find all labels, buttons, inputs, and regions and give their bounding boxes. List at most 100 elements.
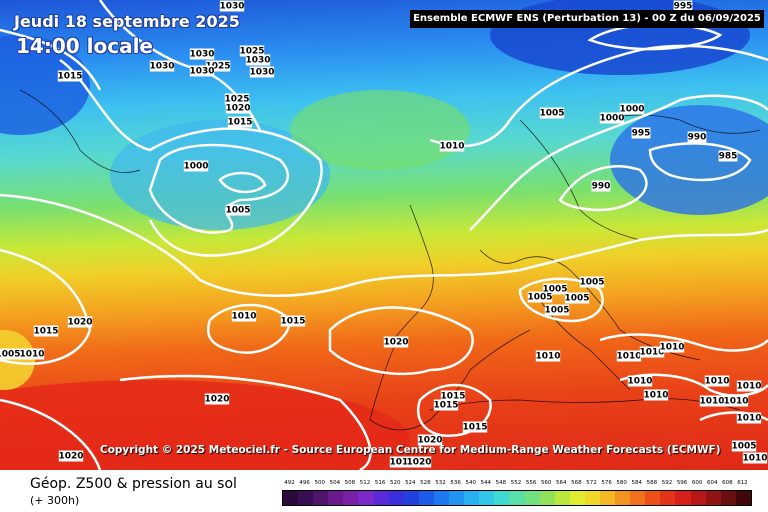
isobar-label: 1005 <box>539 107 565 119</box>
scale-tick-label: 592 <box>661 480 673 486</box>
scale-swatch <box>449 491 465 505</box>
isobar-label-bg <box>225 204 251 216</box>
isobar-label-text: 1005 <box>544 306 569 316</box>
isobar-label-bg <box>249 66 275 78</box>
isobar-label-bg <box>527 291 553 303</box>
isobar-label: 1015 <box>227 116 253 128</box>
isobar-label-text: 1005 <box>539 109 564 119</box>
scale-tick-label: 560 <box>540 480 552 486</box>
isobar-label-bg <box>19 348 45 360</box>
high-zone-south <box>0 380 410 470</box>
isobar-label-text: 1010 <box>699 397 724 407</box>
scale-swatch <box>584 491 600 505</box>
weather-map: 1030 1015 1030 1030 1025 1030 1025 1030 1030 1025… <box>0 0 768 470</box>
scale-tick-label: 492 <box>284 480 295 486</box>
scale-swatch <box>539 491 555 505</box>
isobar-label: 1010 <box>627 375 653 387</box>
isobar-label-bg <box>239 45 265 57</box>
scale-swatch <box>735 491 751 505</box>
isobar-label-text: 1005 <box>527 293 552 303</box>
scale-swatch <box>433 491 450 505</box>
isobar-label: 1010 <box>389 456 415 468</box>
scale-tick-label: 552 <box>510 480 522 486</box>
isobar-label: 1005 <box>542 283 568 295</box>
isobar-label-bg <box>742 452 768 464</box>
isobar-label: 1010 <box>723 395 749 407</box>
isobar-label-text: 1010 <box>439 142 464 152</box>
scale-swatch <box>554 491 570 505</box>
isobar-label-text: 1005 <box>731 442 756 452</box>
scale-swatch <box>705 491 721 505</box>
isobar-label-bg <box>189 65 215 77</box>
coastlines <box>19 89 761 431</box>
isobar-label-bg <box>67 316 93 328</box>
isobar-label: 1010 <box>736 412 762 424</box>
forecast-date: Jeudi 18 septembre 2025 <box>14 12 240 31</box>
isobar-label-bg <box>406 456 432 468</box>
scale-tick-label: 612 <box>737 480 748 486</box>
scale-tick-label: 556 <box>525 480 537 486</box>
isobar-label-bg <box>659 341 685 353</box>
isobar-label-text: 1020 <box>417 436 442 446</box>
isobar-label-bg <box>599 112 625 124</box>
isobar-label-bg <box>699 395 725 407</box>
isobar-label-bg <box>619 103 645 115</box>
isobar-label: 1015 <box>280 315 306 327</box>
isobar-label: 1020 <box>417 434 443 446</box>
isobar-label-text: 985 <box>719 152 738 162</box>
scale-tick-label: 576 <box>601 480 612 486</box>
isobar-label-bg <box>33 325 59 337</box>
scale-swatch <box>373 491 389 505</box>
isobar-label-text: 1005 <box>579 278 604 288</box>
isobar-label-text: 1010 <box>231 312 256 322</box>
isobar-label-text: 1010 <box>736 382 761 392</box>
isobar-label: 1015 <box>57 70 83 82</box>
isobar-label-text: 995 <box>632 129 651 139</box>
isobar-label-text: 1010 <box>704 377 729 387</box>
isobar-label-text: 1010 <box>535 352 560 362</box>
isobar-label: 1010 <box>736 380 762 392</box>
isobar-label: 1020 <box>225 102 251 114</box>
isobar-label-text: 1025 <box>224 95 249 105</box>
isobar-label-bg <box>544 304 570 316</box>
model-run-banner: Ensemble ECMWF ENS (Perturbation 13) - 0… <box>410 10 764 28</box>
isobar-label: 1015 <box>462 421 488 433</box>
scale-tick-label: 604 <box>707 480 718 486</box>
isobar-label-text: 1020 <box>204 395 229 405</box>
forecast-time: 14:00 locale <box>16 34 153 58</box>
isobar-label: 1030 <box>189 48 215 60</box>
isobar-label: 1030 <box>149 60 175 72</box>
isobar-label: 1000 <box>619 103 645 115</box>
isobar-label-bg <box>219 0 245 12</box>
isobar-label-text: 1030 <box>149 62 174 72</box>
isobar-label-text: 1010 <box>627 377 652 387</box>
isobar-label-text: 1015 <box>462 423 487 433</box>
isobar-label-bg <box>204 393 230 405</box>
isobar-label-text: 990 <box>688 133 707 143</box>
scale-tick-label: 504 <box>329 480 341 486</box>
isobar-label-text: 1015 <box>57 72 82 82</box>
scale-swatch <box>509 491 525 505</box>
low-pressure-area-west <box>0 35 90 135</box>
scale-swatch <box>569 491 585 505</box>
isobar-label-text: 1030 <box>249 68 274 78</box>
isobar-label: 1030 <box>245 54 271 66</box>
isobar-label-text: 1025 <box>239 47 264 57</box>
isobar-label-text: 1020 <box>406 458 431 468</box>
isobar-label-text: 1020 <box>67 318 92 328</box>
isobar-label-bg <box>417 434 443 446</box>
isobar-label: 1005 <box>0 348 21 360</box>
isobar-label: 1015 <box>433 399 459 411</box>
isobar-label-bg <box>535 350 561 362</box>
warm-core-west <box>0 330 35 390</box>
isobar-label-text: 1005 <box>542 285 567 295</box>
scale-swatch <box>358 491 374 505</box>
isobar-label-bg <box>225 102 251 114</box>
isobar-label-bg <box>183 160 209 172</box>
isobar-label-bg <box>631 127 651 139</box>
isobar-label: 1020 <box>204 393 230 405</box>
isobar-label-text: 1010 <box>659 343 684 353</box>
isobar-label-bg <box>564 292 590 304</box>
isobar-label-text: 1020 <box>225 104 250 114</box>
